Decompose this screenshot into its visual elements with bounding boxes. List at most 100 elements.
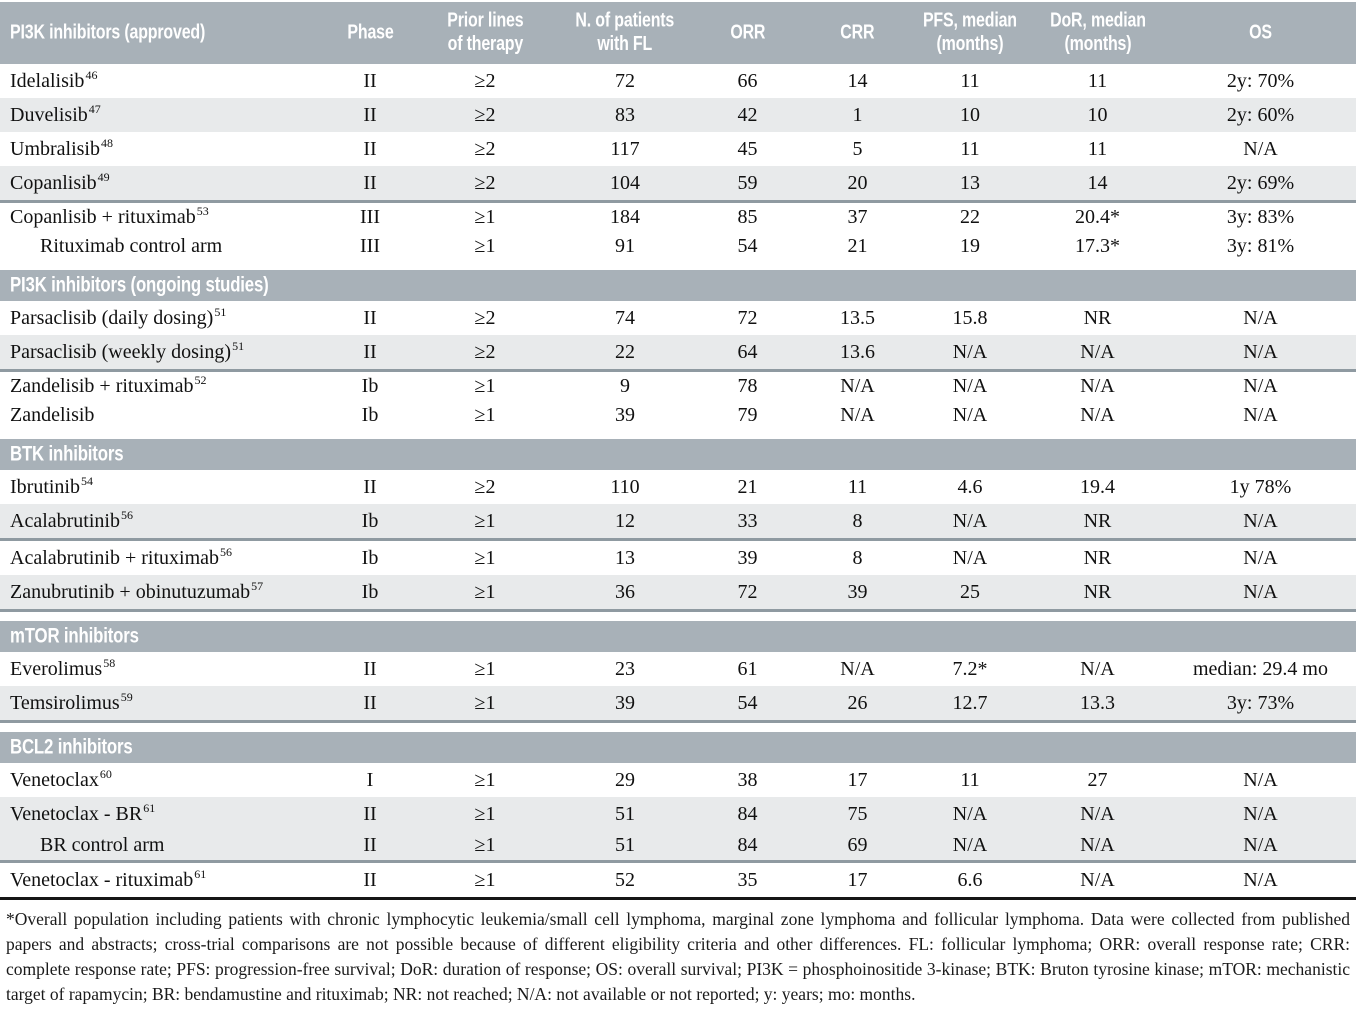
data-cell: 15.8 [952,306,988,329]
data-cell: N/A [840,375,875,397]
data-cell: 78 [737,375,758,397]
data-cell: 13.6 [840,340,875,363]
data-cell: N/A [952,834,988,856]
data-cell: N/A [952,404,988,426]
data-cell: ≥1 [474,206,496,228]
data-cell: 75 [847,802,868,825]
treatment-name: Rituximab control arm [40,235,223,257]
data-cell: II [363,69,377,92]
data-cell: 5 [852,137,863,160]
data-cell: N/A [1243,580,1278,603]
table-row: Idelalisib46 II ≥2 72 66 14 11 11 2y: 70% [0,64,1356,98]
data-cell: 45 [737,137,758,160]
data-cell: 12 [615,509,635,532]
table-row: Umbralisib48 II ≥2 117 45 5 11 11 N/A [0,132,1356,166]
data-cell: 7.2* [952,657,988,680]
data-cell: 85 [737,206,758,228]
table-row: Venetoclax - rituximab61 II ≥1 52 35 17 6.6 N/A… [0,863,1356,897]
data-cell: N/A [952,375,988,397]
data-cell: NR [1083,580,1112,603]
reference-superscript: 51 [232,338,245,353]
treatment-name: Copanlisib + rituximab53 [10,204,209,228]
data-cell: 22 [615,340,635,363]
treatment-name: Idelalisib46 [10,67,98,92]
column-header-8: OS [1249,21,1272,44]
bottom-rule [0,897,1356,900]
data-cell: II [363,306,377,329]
data-cell: N/A [952,802,988,825]
data-cell: II [363,340,377,363]
reference-superscript: 61 [194,866,207,881]
data-cell: ≥2 [474,306,496,329]
data-cell: ≥1 [474,375,496,397]
data-cell: N/A [1243,509,1278,532]
data-cell: 8 [852,509,863,532]
reference-superscript: 46 [85,67,98,82]
data-cell: Ib [361,546,379,569]
reference-superscript: 57 [251,578,264,593]
treatment-name: Parsaclisib (daily dosing)51 [10,304,227,329]
data-cell: I [366,768,374,791]
data-cell: ≥2 [474,340,496,363]
data-cell: ≥1 [474,404,496,426]
table-footnote: *Overall population including patients w… [6,909,1350,1005]
table-row: Parsaclisib (daily dosing)51 II ≥2 74 72 13.5… [0,301,1356,335]
results-table: PI3K inhibitors (approved) Phase Prior lin… [0,2,1356,900]
column-header-6: PFS, median (months) [923,9,1017,56]
data-cell: 54 [737,691,758,714]
data-cell: N/A [952,509,988,532]
data-cell: ≥1 [474,802,496,825]
data-cell: 17 [847,868,868,891]
data-cell: 10 [1087,103,1108,126]
treatment-name: Ibrutinib54 [10,473,93,498]
reference-superscript: 56 [120,507,133,522]
data-cell: 37 [847,206,868,228]
data-cell: 64 [737,340,758,363]
table-row: Ibrutinib54 II ≥2 110 21 11 4.6 19.4 1y 78% [0,470,1356,504]
data-cell: N/A [1243,802,1278,825]
treatment-name: Duvelisib47 [10,101,101,126]
data-cell: N/A [1080,834,1115,856]
reference-superscript: 47 [88,101,101,116]
data-cell: N/A [1080,802,1115,825]
reference-superscript: 51 [214,304,227,319]
data-cell: II [363,691,377,714]
data-cell: 2y: 69% [1226,171,1295,194]
data-cell: ≥1 [474,580,496,603]
data-cell: 69 [847,834,868,856]
data-cell: N/A [1243,546,1278,569]
data-cell: ≥2 [474,103,496,126]
data-cell: 11 [960,69,980,92]
data-cell: 91 [615,235,635,257]
data-cell: 13 [960,171,980,194]
data-cell: ≥2 [474,171,496,194]
data-cell: 1y 78% [1229,475,1292,498]
data-cell: 20.4* [1075,206,1120,228]
data-cell: III [360,206,380,228]
data-cell: N/A [1243,404,1278,426]
data-cell: N/A [840,657,875,680]
data-cell: II [363,802,377,825]
reference-superscript: 61 [143,800,156,815]
data-cell: 25 [960,580,980,603]
data-cell: 12.7 [952,691,988,714]
data-cell: NR [1083,546,1112,569]
data-cell: N/A [1080,404,1115,426]
treatment-name: Umbralisib48 [10,135,113,160]
data-cell: ≥1 [474,546,496,569]
table-row: Duvelisib47 II ≥2 83 42 1 10 10 2y: 60% [0,98,1356,132]
treatment-name: Venetoclax - rituximab61 [10,866,207,891]
table-row: Venetoclax60 I ≥1 29 38 17 11 27 N/A [0,763,1356,797]
data-cell: II [363,868,377,891]
table-row: Acalabrutinib56 Ib ≥1 12 33 8 N/A NR N/A [0,504,1356,538]
data-cell: 21 [737,475,758,498]
data-cell: 29 [615,768,635,791]
section-header: BTK inhibitors [0,439,1356,470]
data-cell: 19.4 [1080,475,1115,498]
treatment-name: Temsirolimus59 [10,689,133,714]
treatment-name: Venetoclax60 [10,766,112,791]
data-cell: N/A [1243,375,1278,397]
treatment-name: Copanlisib49 [10,169,110,194]
reference-superscript: 49 [97,169,110,184]
